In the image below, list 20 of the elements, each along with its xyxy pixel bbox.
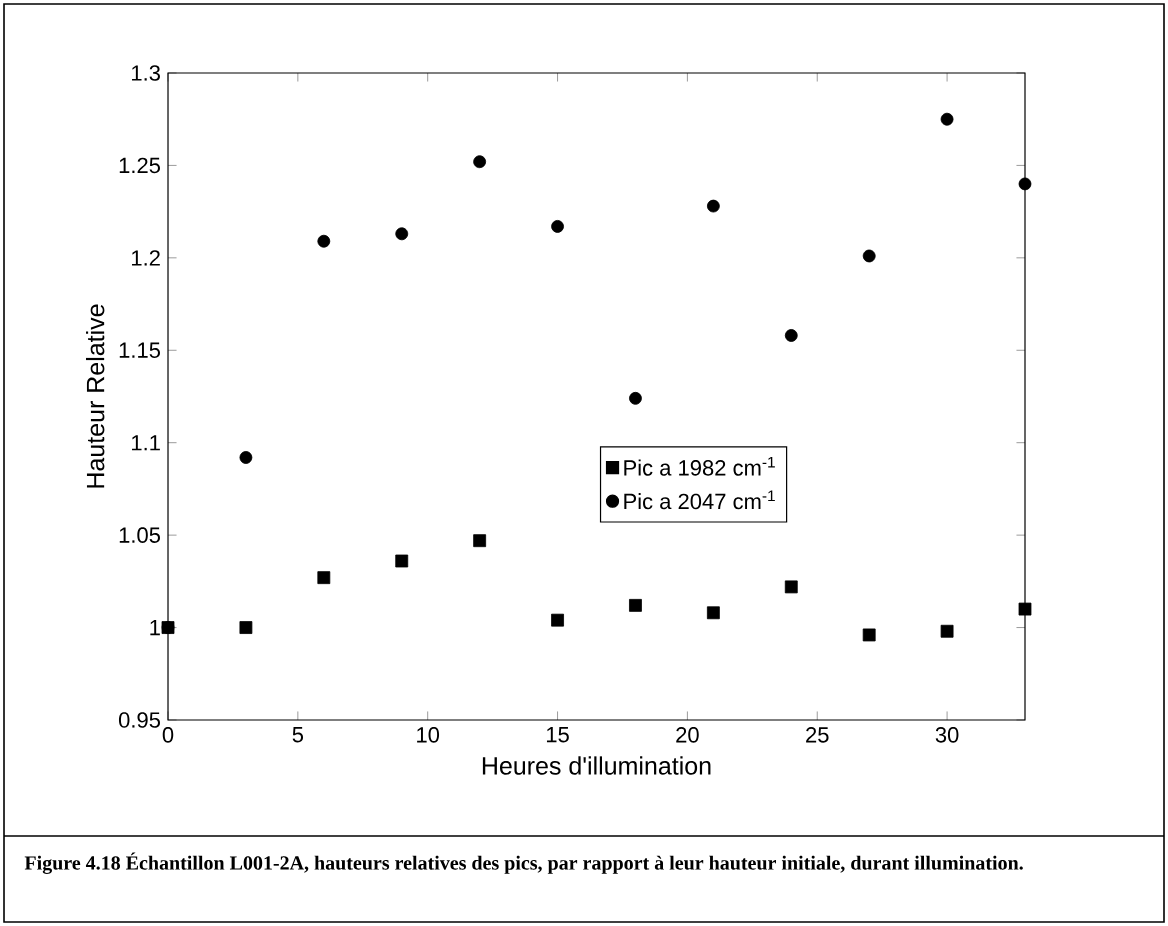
text: Figure 4.18 Échantillon L001-2A, hauteurs relatives des pics, par rapport à leur hauteur initiale, durant illumination. xyxy=(24,852,1023,874)
y-tick-label: 0.95 xyxy=(118,712,160,728)
x-tick-label: 10 xyxy=(417,727,440,743)
y-tick-label: 1.05 xyxy=(119,527,160,543)
x-axis-title: Heures d'illumination xyxy=(482,756,711,775)
y-axis-title: Hauteur Relative xyxy=(86,304,105,488)
y-tick-label: 1.1 xyxy=(132,435,160,451)
x-tick-label: 20 xyxy=(676,727,699,743)
y-tick-label: 1.25 xyxy=(119,157,160,174)
x-tick-label: 5 xyxy=(292,727,304,743)
x-tick-label: 30 xyxy=(935,727,959,743)
legend-label: Pic a 2047 cm$^{-1}$ xyxy=(624,490,775,510)
x-tick-label: 25 xyxy=(806,727,829,743)
x-tick-label: 15 xyxy=(546,727,569,743)
y-tick-label: 1.2 xyxy=(132,250,160,266)
y-tick-label: 1.3 xyxy=(132,65,160,81)
legend-label: Pic a 1982 cm$^{-1}$ xyxy=(624,456,775,476)
y-tick-label: 1 xyxy=(150,620,160,636)
x-tick-label: 0 xyxy=(162,727,174,743)
y-tick-label: 1.15 xyxy=(119,342,160,358)
